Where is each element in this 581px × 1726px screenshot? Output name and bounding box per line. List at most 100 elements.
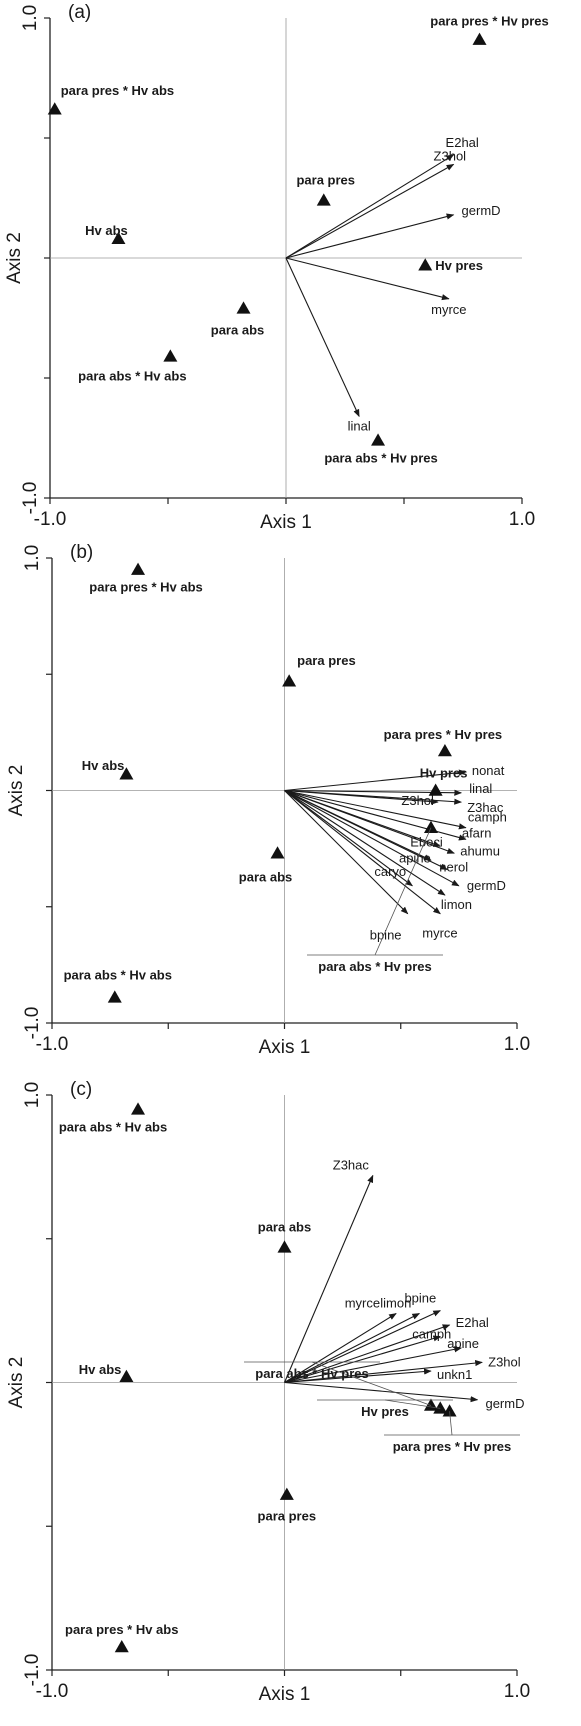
vector-label-bpine: bpine bbox=[404, 1291, 436, 1306]
vector-label-e2hal: E2hal bbox=[446, 135, 479, 150]
site-marker bbox=[236, 301, 251, 314]
site-label: para pres bbox=[258, 1509, 317, 1524]
site-marker bbox=[270, 846, 285, 859]
vector-arrow-limon bbox=[284, 790, 446, 896]
vector-arrow-nonat bbox=[284, 769, 467, 792]
vector-arrow-myrce bbox=[284, 1313, 397, 1383]
site-label: para pres bbox=[297, 653, 356, 668]
site-marker bbox=[472, 32, 487, 45]
vector-label-linal: linal bbox=[348, 418, 371, 433]
site-label: para abs * Hv abs bbox=[59, 1119, 167, 1134]
vector-arrow-bpine bbox=[284, 790, 409, 915]
vector-label-limon: limon bbox=[441, 897, 472, 912]
vector-arrow-camph bbox=[284, 1335, 442, 1384]
panel-3: -1.0 1.0 1.0 -1.0 Axis 1 Axis 2 (c) Z3hac myrce l… bbox=[6, 1079, 530, 1705]
vector-label-limon: limon bbox=[380, 1296, 411, 1311]
vector-label-z3hol: Z3hol bbox=[434, 148, 467, 163]
site-marker bbox=[107, 990, 122, 1003]
site-label: para abs * Hv abs bbox=[78, 368, 186, 383]
vector-label-unkn1: unkn1 bbox=[437, 1367, 472, 1382]
site-label: para abs bbox=[258, 1219, 311, 1234]
site-marker bbox=[119, 1369, 134, 1382]
vector-arrow-e2hal bbox=[284, 1324, 451, 1384]
vector-arrow-germd bbox=[284, 1381, 479, 1403]
panel-label: (a) bbox=[68, 2, 91, 23]
panel-label: (c) bbox=[70, 1079, 92, 1100]
vector-label-nerol: nerol bbox=[439, 860, 468, 875]
y-tick-label-max: 1.0 bbox=[22, 1082, 43, 1108]
vector-arrow-e2hal bbox=[285, 154, 455, 259]
site-label: para pres * Hv pres bbox=[384, 727, 503, 742]
site-marker bbox=[131, 1102, 146, 1115]
y-axis-title: Axis 2 bbox=[6, 765, 27, 817]
vector-arrow-caryo bbox=[284, 790, 413, 887]
vector-arrow-myrce bbox=[285, 257, 450, 301]
site-label: para abs bbox=[239, 869, 292, 884]
x-tick-label-min: -1.0 bbox=[36, 1034, 69, 1055]
site-marker bbox=[418, 258, 433, 271]
panel-label: (b) bbox=[70, 542, 93, 563]
vector-label-afarn: afarn bbox=[462, 825, 492, 840]
site-label: para pres * Hv abs bbox=[61, 83, 174, 98]
vector-label-germd: germD bbox=[462, 203, 501, 218]
vector-arrow-z3hol bbox=[284, 1360, 483, 1384]
vector-arrow-z3hac bbox=[283, 1174, 374, 1383]
site-leader-line bbox=[374, 827, 432, 956]
site-marker bbox=[433, 1401, 448, 1414]
vector-label-linal: linal bbox=[469, 781, 492, 796]
site-marker bbox=[279, 1487, 294, 1500]
x-tick-label-max: 1.0 bbox=[504, 1034, 530, 1055]
vector-arrow-germd bbox=[284, 790, 460, 887]
vector-arrow-apine bbox=[284, 1346, 462, 1384]
site-label: Hv abs bbox=[82, 758, 125, 773]
site-label: para pres * Hv abs bbox=[65, 1622, 178, 1637]
site-marker bbox=[131, 562, 146, 575]
site-label: Hv pres bbox=[435, 258, 483, 273]
site-label: para pres * Hv pres bbox=[393, 1439, 512, 1454]
site-marker bbox=[111, 231, 126, 245]
vector-label-nonat: nonat bbox=[472, 763, 505, 778]
site-marker bbox=[423, 820, 438, 833]
site-label: Hv pres bbox=[361, 1404, 409, 1419]
vector-arrow-limon bbox=[284, 1313, 421, 1383]
site-marker bbox=[442, 1404, 457, 1417]
site-leader-line bbox=[449, 1411, 453, 1436]
vector-label-z3hol: Z3hol bbox=[401, 793, 434, 808]
site-marker bbox=[428, 783, 443, 796]
vector-label-z3hac: Z3hac bbox=[333, 1158, 370, 1173]
vector-label-z3hac: Z3hac bbox=[467, 800, 504, 815]
vector-arrow-unkn1 bbox=[284, 1368, 432, 1384]
site-label: para abs * Hv abs bbox=[64, 967, 172, 982]
site-marker bbox=[277, 1240, 292, 1253]
site-label: para pres * Hv pres bbox=[430, 14, 549, 29]
vector-label-ahumu: ahumu bbox=[460, 843, 500, 858]
site-marker bbox=[371, 433, 386, 446]
vector-label-germd: germD bbox=[467, 878, 506, 893]
site-label: Hv abs bbox=[85, 223, 128, 238]
vector-label-bpine: bpine bbox=[370, 928, 402, 943]
vector-arrow-z3hol bbox=[284, 789, 439, 805]
site-marker bbox=[316, 193, 331, 206]
site-marker bbox=[437, 743, 452, 757]
site-marker bbox=[119, 767, 134, 780]
site-label: para abs bbox=[211, 322, 264, 337]
y-axis-title: Axis 2 bbox=[4, 232, 25, 284]
x-tick-label-min: -1.0 bbox=[36, 1681, 69, 1702]
y-axis-title: Axis 2 bbox=[6, 1357, 27, 1409]
vector-label-camph: camph bbox=[468, 810, 507, 825]
vector-arrow-germd bbox=[285, 213, 455, 259]
x-axis-title: Axis 1 bbox=[259, 1037, 311, 1058]
y-tick-label-max: 1.0 bbox=[22, 545, 43, 571]
x-tick-label-max: 1.0 bbox=[509, 509, 535, 530]
vector-label-myrce: myrce bbox=[345, 1296, 380, 1311]
x-axis-title: Axis 1 bbox=[260, 512, 312, 533]
y-tick-label-max: 1.0 bbox=[20, 5, 41, 31]
vector-label-camph: camph bbox=[412, 1327, 451, 1342]
vector-label-germd: germD bbox=[485, 1396, 524, 1411]
x-axis-title: Axis 1 bbox=[259, 1684, 311, 1705]
vector-arrow-bpine bbox=[284, 1310, 441, 1383]
vector-arrow-ahumu bbox=[284, 789, 455, 854]
vector-arrow-nerol bbox=[284, 790, 448, 871]
